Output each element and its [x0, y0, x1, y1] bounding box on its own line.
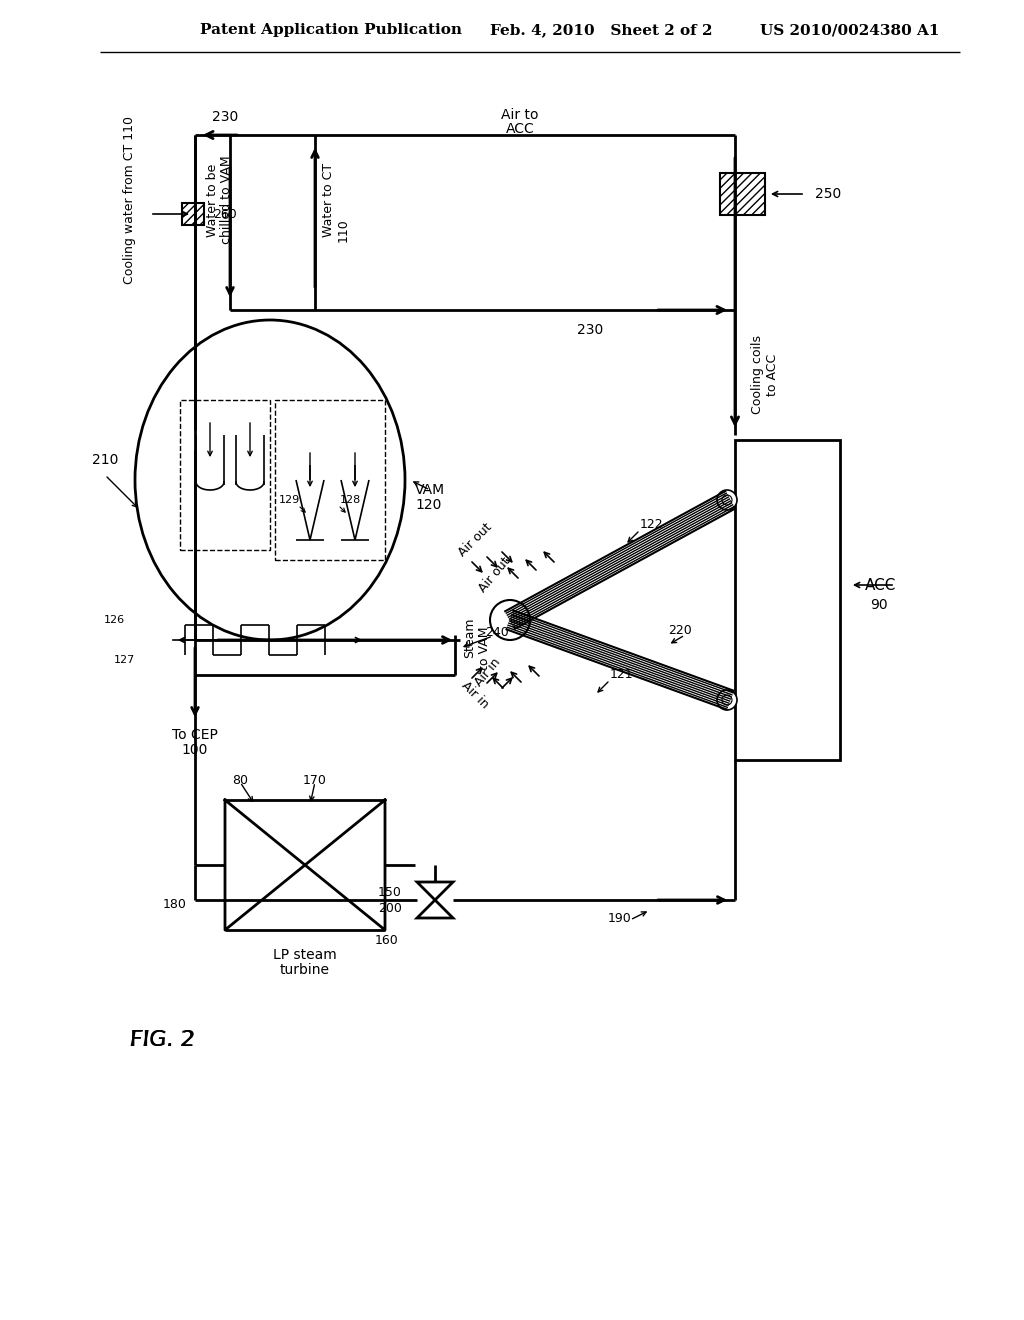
Text: FIG. 2: FIG. 2 [130, 1030, 195, 1049]
Text: 80: 80 [232, 774, 248, 787]
Text: US 2010/0024380 A1: US 2010/0024380 A1 [760, 22, 939, 37]
Text: Cooling water from CT 110: Cooling water from CT 110 [124, 116, 136, 284]
Bar [720, 173, 765, 215]
Text: 230: 230 [577, 323, 603, 337]
Text: 120: 120 [415, 498, 441, 512]
Text: 190: 190 [608, 912, 632, 924]
Text: to VAM: to VAM [478, 626, 492, 669]
Text: 170: 170 [303, 774, 327, 787]
Bar [735, 440, 840, 760]
Text: Air out: Air out [477, 554, 513, 595]
Bar [275, 400, 385, 560]
Text: ACC: ACC [506, 121, 535, 136]
Text: 230: 230 [212, 110, 239, 124]
Text: 128: 128 [340, 495, 361, 506]
Circle shape [490, 601, 530, 640]
Text: 129: 129 [279, 495, 300, 506]
Text: 200: 200 [378, 902, 402, 915]
Text: to ACC: to ACC [767, 354, 779, 396]
Text: chilled to VAM: chilled to VAM [219, 156, 232, 244]
Text: Steam: Steam [464, 618, 476, 659]
Text: 150: 150 [378, 886, 402, 899]
Text: VAM: VAM [415, 483, 445, 498]
Text: Patent Application Publication: Patent Application Publication [200, 22, 462, 37]
Text: 121: 121 [610, 668, 634, 681]
Text: 110: 110 [337, 218, 349, 242]
Text: 250: 250 [815, 187, 842, 201]
Text: 220: 220 [668, 623, 692, 636]
Text: Air to: Air to [502, 108, 539, 121]
Text: ACC: ACC [865, 578, 896, 593]
Text: 122: 122 [640, 519, 664, 532]
Text: Cooling coils: Cooling coils [751, 335, 764, 414]
Bar [180, 400, 270, 550]
Text: Air in: Air in [459, 678, 492, 711]
Polygon shape [417, 882, 453, 917]
Text: Air in: Air in [472, 655, 504, 689]
Bar [182, 203, 204, 224]
Text: 210: 210 [92, 453, 118, 467]
Text: turbine: turbine [280, 964, 330, 977]
Text: Water to CT: Water to CT [323, 162, 336, 238]
Text: 240: 240 [485, 627, 509, 639]
Text: LP steam: LP steam [273, 948, 337, 962]
Text: 260: 260 [213, 207, 237, 220]
Text: 160: 160 [375, 933, 398, 946]
Text: 126: 126 [103, 615, 125, 624]
Text: 127: 127 [114, 655, 135, 665]
Text: 180: 180 [163, 899, 187, 912]
Text: Air out: Air out [456, 520, 495, 560]
Text: 90: 90 [870, 598, 888, 612]
Text: Feb. 4, 2010   Sheet 2 of 2: Feb. 4, 2010 Sheet 2 of 2 [490, 22, 713, 37]
Circle shape [717, 690, 737, 710]
Text: To CEP: To CEP [172, 729, 218, 742]
Text: Water to be: Water to be [206, 164, 218, 236]
Text: 100: 100 [182, 743, 208, 756]
Circle shape [717, 490, 737, 510]
Text: FIG. 2: FIG. 2 [130, 1030, 195, 1049]
